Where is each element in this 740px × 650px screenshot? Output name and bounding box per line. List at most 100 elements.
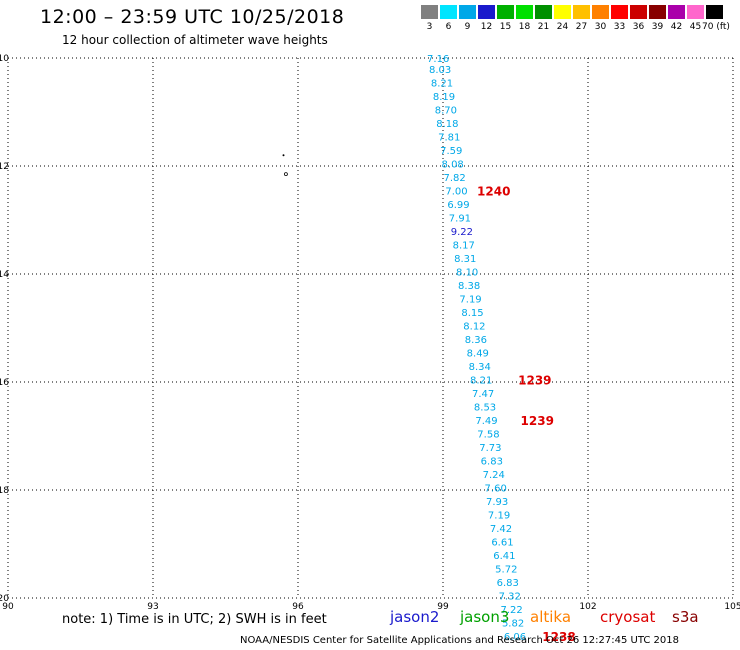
wave-height-reading: 7.73 <box>479 443 501 454</box>
scale-swatch <box>706 5 723 19</box>
scale-swatch <box>592 5 609 19</box>
scale-label: 39 <box>651 22 664 32</box>
scale-swatch <box>611 5 628 19</box>
note-text: note: 1) Time is in UTC; 2) SWH is in fe… <box>62 612 327 627</box>
wave-height-reading: 5.72 <box>495 564 517 575</box>
chart-subtitle: 12 hour collection of altimeter wave hei… <box>62 33 328 47</box>
legend-jason2: jason2 <box>390 608 440 626</box>
wave-height-reading: 8.31 <box>454 254 476 265</box>
scale-swatch <box>649 5 666 19</box>
scale-label: 36 <box>632 22 645 32</box>
scale-swatch <box>516 5 533 19</box>
wave-height-reading: 8.53 <box>474 402 496 413</box>
wave-height-reading: 7.82 <box>443 173 465 184</box>
lat-label: -16 <box>0 378 9 388</box>
scale-swatch <box>478 5 495 19</box>
scale-swatch <box>554 5 571 19</box>
lat-label: -18 <box>0 486 9 496</box>
scale-swatch <box>687 5 704 19</box>
scale-label: 27 <box>575 22 588 32</box>
wave-height-reading: 6.83 <box>497 578 519 589</box>
wave-height-reading: 8.21 <box>470 375 492 386</box>
wave-height-reading: 7.19 <box>459 294 481 305</box>
wave-height-reading: 6.06 <box>504 632 526 643</box>
lat-label: -20 <box>0 594 9 604</box>
scale-swatch <box>497 5 514 19</box>
lon-label: 99 <box>437 602 449 612</box>
pass-time-label: 1239 <box>518 373 551 387</box>
scale-label: 6 <box>445 22 452 32</box>
lon-label: 90 <box>2 602 14 612</box>
wave-height-reading: 8.15 <box>461 308 483 319</box>
wave-height-reading: 7.47 <box>472 389 494 400</box>
scale-label: 18 <box>518 22 531 32</box>
wave-height-reading: 9.22 <box>451 227 473 238</box>
legend-altika: altika <box>530 608 572 626</box>
legend-s3a: s3a <box>672 608 699 626</box>
wave-height-reading: 6.99 <box>447 200 469 211</box>
wave-height-reading: 8.12 <box>463 321 485 332</box>
scale-swatch <box>459 5 476 19</box>
wave-height-reading: 8.17 <box>453 240 475 251</box>
wave-height-reading: 8.21 <box>431 78 453 89</box>
pass-time-label: 1240 <box>477 184 510 198</box>
pass-time-label: 1239 <box>521 414 554 428</box>
wave-height-reading: 8.03 <box>429 65 451 76</box>
scale-label: 24 <box>556 22 569 32</box>
lon-label: 96 <box>292 602 304 612</box>
wave-height-reading: 8.19 <box>433 92 455 103</box>
wave-height-reading: 7.81 <box>438 132 460 143</box>
scale-swatch <box>668 5 685 19</box>
footer-credit: NOAA/NESDIS Center for Satellite Applica… <box>240 635 679 646</box>
wave-height-reading: 8.38 <box>458 281 480 292</box>
wave-height-reading: 7.19 <box>488 510 510 521</box>
wave-height-reading: 8.08 <box>442 159 464 170</box>
scale-label: 70 (ft) <box>702 22 730 32</box>
scale-swatch <box>535 5 552 19</box>
wave-height-reading: 7.59 <box>440 146 462 157</box>
wave-height-reading: 7.60 <box>485 483 507 494</box>
wave-height-reading: 8.49 <box>467 348 489 359</box>
wave-height-reading: 6.83 <box>481 456 503 467</box>
island-dot <box>282 154 285 157</box>
pass-time-label: 1238 <box>542 630 575 644</box>
scale-label: 42 <box>670 22 683 32</box>
wave-height-reading: 7.58 <box>477 429 499 440</box>
scale-swatch <box>440 5 457 19</box>
wave-height-reading: 7.16 <box>427 54 449 65</box>
wave-height-reading: 8.70 <box>435 105 457 116</box>
legend-cryosat: cryosat <box>600 608 656 626</box>
wave-height-reading: 8.36 <box>465 335 487 346</box>
wave-height-reading: 7.42 <box>490 524 512 535</box>
scale-label: 3 <box>426 22 433 32</box>
scale-label: 33 <box>613 22 626 32</box>
wave-height-reading: 6.41 <box>493 551 515 562</box>
legend-jason3: jason3 <box>460 608 510 626</box>
wave-height-reading: 5.82 <box>502 618 524 629</box>
wave-height-reading: 6.61 <box>491 537 513 548</box>
wave-height-reading: 7.93 <box>486 497 508 508</box>
wave-height-reading: 8.18 <box>436 119 458 130</box>
scale-label: 45 <box>689 22 702 32</box>
wave-height-reading: 7.00 <box>445 186 467 197</box>
scale-label: 12 <box>480 22 493 32</box>
scale-label: 21 <box>537 22 550 32</box>
lon-label: 102 <box>579 602 596 612</box>
wave-height-reading: 7.49 <box>475 416 497 427</box>
scale-swatch <box>421 5 438 19</box>
island-dot <box>284 172 288 177</box>
lat-label: -10 <box>0 54 9 64</box>
wave-height-reading: 7.32 <box>499 591 521 602</box>
scale-label: 30 <box>594 22 607 32</box>
scale-label: 9 <box>464 22 471 32</box>
wave-height-reading: 7.24 <box>483 470 505 481</box>
wave-height-reading: 8.10 <box>456 267 478 278</box>
scale-swatch <box>630 5 647 19</box>
scale-label: 15 <box>499 22 512 32</box>
lon-label: 105 <box>724 602 740 612</box>
wave-height-reading: 7.91 <box>449 213 471 224</box>
scale-swatch <box>573 5 590 19</box>
chart-title: 12:00 – 23:59 UTC 10/25/2018 <box>40 6 345 28</box>
lon-label: 93 <box>147 602 158 612</box>
